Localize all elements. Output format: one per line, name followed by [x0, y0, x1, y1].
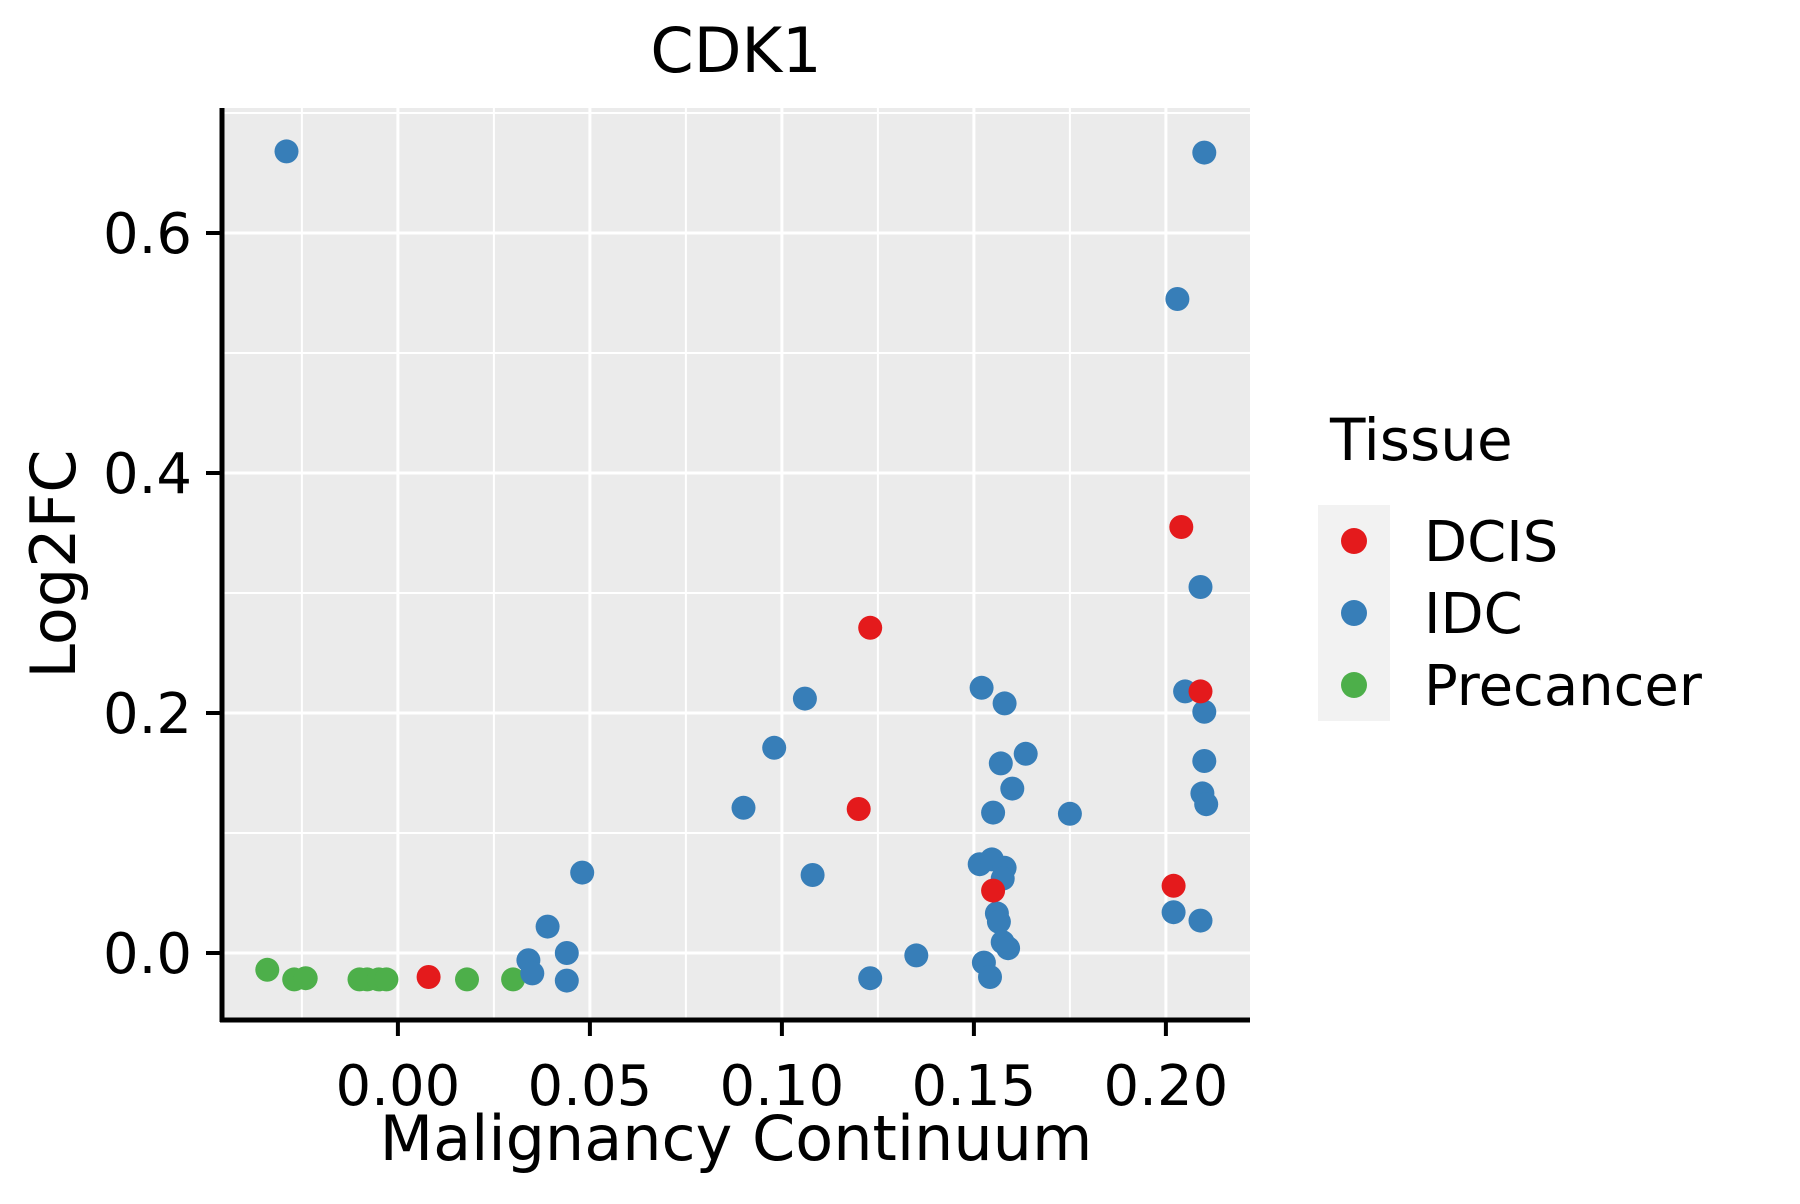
data-point-idc: [274, 139, 299, 164]
data-point-idc: [1188, 908, 1213, 933]
legend-entry-dcis: DCIS: [1318, 505, 1558, 577]
legend-title: Tissue: [1329, 406, 1513, 474]
data-point-idc: [520, 961, 545, 986]
data-point-dcis: [1188, 679, 1213, 704]
data-point-idc: [554, 968, 579, 993]
data-point-idc: [996, 936, 1021, 961]
tick-label-layer: 0.00 0.05 0.10 0.15 0.20 0.0 0.2 0.4 0.6: [103, 202, 1228, 1119]
data-point-idc: [800, 863, 825, 887]
data-point-dcis: [846, 797, 871, 821]
legend-label: Precancer: [1424, 654, 1703, 719]
data-point-idc: [1000, 776, 1025, 801]
axes-layer: [219, 108, 1250, 1023]
data-point-idc: [858, 966, 883, 991]
legend-entry-idc: IDC: [1318, 577, 1523, 649]
data-point-idc: [986, 909, 1011, 934]
x-tick-label: 0.15: [912, 1054, 1037, 1119]
series-precancer: [255, 957, 526, 992]
legend-label: IDC: [1424, 582, 1523, 647]
x-tick-label: 0.20: [1104, 1054, 1229, 1119]
legend-dot-dcis: [1341, 528, 1367, 554]
data-point-idc: [554, 941, 579, 965]
data-point-idc: [1165, 287, 1190, 311]
data-points-layer: [255, 139, 1219, 993]
data-point-idc: [535, 914, 560, 939]
data-point-idc: [1192, 699, 1217, 724]
data-point-idc: [969, 675, 994, 700]
data-point-precancer: [255, 957, 280, 982]
data-point-idc: [904, 943, 929, 968]
data-point-idc: [762, 735, 787, 760]
data-point-idc: [1161, 900, 1186, 925]
minor-gridlines: [222, 108, 1250, 1020]
data-point-idc: [1194, 792, 1219, 817]
data-point-idc: [731, 795, 756, 820]
x-tick-label: 0.10: [720, 1054, 845, 1119]
data-point-idc: [1192, 749, 1217, 773]
chart-title: CDK1: [650, 14, 821, 87]
series-idc: [274, 139, 1219, 993]
data-point-dcis: [1161, 873, 1186, 898]
tick-layer: [206, 231, 1168, 1036]
data-point-precancer: [501, 967, 526, 992]
data-point-idc: [570, 860, 595, 885]
data-point-idc: [1013, 741, 1038, 766]
data-point-idc: [992, 691, 1017, 716]
legend-dot-idc: [1341, 600, 1367, 626]
data-point-idc: [988, 751, 1013, 776]
legend-label: DCIS: [1424, 510, 1558, 575]
legend-dot-precancer: [1341, 672, 1367, 698]
data-point-dcis: [1169, 515, 1194, 539]
plot-panel: [222, 108, 1250, 1020]
data-point-idc: [1188, 575, 1213, 599]
legend-entry-precancer: Precancer: [1318, 649, 1703, 721]
series-dcis: [416, 515, 1213, 989]
data-point-dcis: [981, 878, 1006, 903]
data-point-idc: [981, 800, 1006, 825]
y-tick-label: 0.6: [103, 202, 192, 267]
data-point-idc: [1057, 801, 1082, 826]
x-tick-label: 0.05: [528, 1054, 653, 1119]
data-point-precancer: [293, 966, 318, 991]
x-tick-label: 0.00: [336, 1054, 461, 1119]
data-point-dcis: [416, 965, 441, 989]
legend: DCIS IDC Precancer: [1318, 505, 1703, 721]
data-point-precancer: [455, 967, 479, 992]
data-point-idc: [1192, 140, 1217, 165]
data-point-idc: [792, 686, 817, 711]
y-axis-title: Log2FC: [17, 449, 90, 678]
y-tick-label: 0.0: [103, 922, 192, 987]
y-tick-label: 0.2: [103, 682, 192, 747]
x-axis-title: Malignancy Continuum: [380, 1102, 1093, 1175]
data-point-dcis: [858, 615, 883, 640]
data-point-idc: [978, 965, 1002, 989]
data-point-precancer: [374, 967, 399, 992]
y-tick-label: 0.4: [103, 442, 192, 507]
